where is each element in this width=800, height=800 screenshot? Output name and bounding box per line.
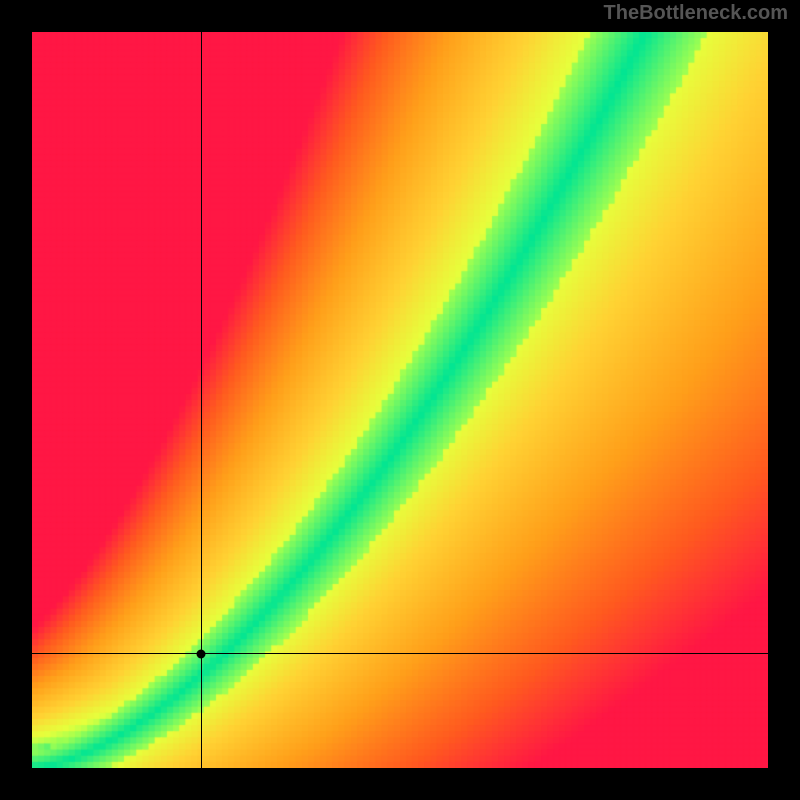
plot-area [32, 32, 768, 768]
heatmap-canvas [32, 32, 768, 768]
crosshair-marker [197, 649, 206, 658]
watermark-text: TheBottleneck.com [604, 2, 788, 25]
crosshair-horizontal-line [32, 653, 768, 654]
